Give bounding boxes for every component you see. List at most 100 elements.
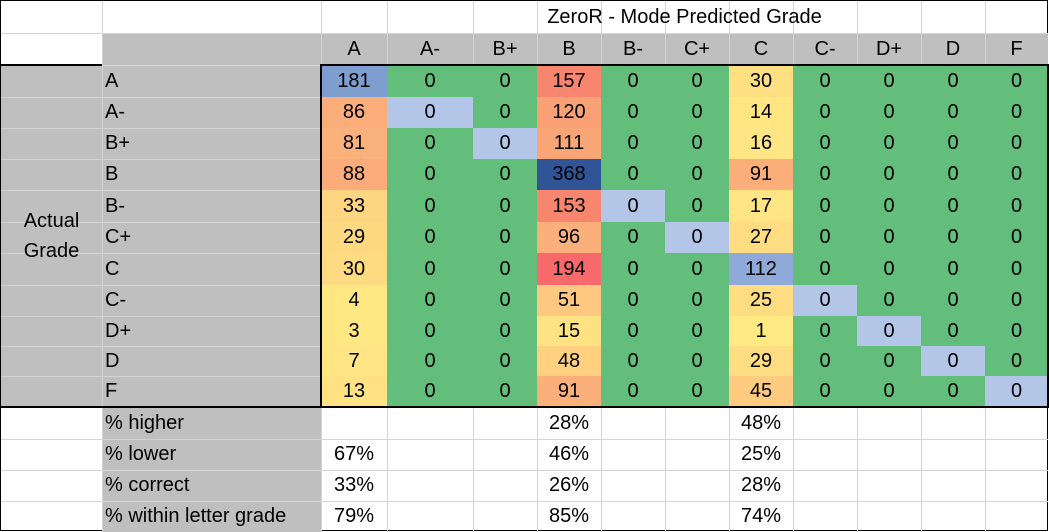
summary-label: % lower (105, 443, 177, 465)
summary-value: 67% (333, 443, 375, 465)
matrix-cell: 0 (857, 65, 921, 97)
summary-value (601, 501, 665, 532)
matrix-cell: 1 (729, 316, 793, 346)
matrix-cell: 112 (729, 253, 793, 285)
matrix-cell: 0 (665, 65, 729, 97)
matrix-cell: 0 (387, 376, 473, 407)
summary-value (665, 407, 729, 439)
summary-value (473, 501, 537, 532)
matrix-cell: 27 (729, 222, 793, 253)
matrix-cell: 0 (473, 159, 537, 190)
separator-line (1, 406, 1048, 408)
matrix-cell: 0 (473, 346, 537, 376)
matrix-cell: 33 (321, 190, 387, 222)
matrix-cell: 0 (857, 346, 921, 376)
matrix-cell: 157 (537, 65, 601, 97)
summary-value (985, 501, 1048, 532)
summary-value: 33% (333, 474, 375, 496)
summary-value (921, 439, 985, 470)
column-header: A (347, 37, 361, 60)
summary-value (921, 470, 985, 501)
matrix-cell: 29 (321, 222, 387, 253)
matrix-cell: 0 (985, 65, 1048, 97)
row-header: C (105, 257, 120, 280)
matrix-cell: 0 (985, 128, 1048, 159)
summary-value (857, 439, 921, 470)
column-header: C+ (683, 37, 711, 60)
summary-value: 28% (548, 411, 590, 434)
matrix-cell: 13 (321, 376, 387, 407)
summary-value (857, 407, 921, 439)
matrix-cell: 0 (473, 253, 537, 285)
matrix-cell: 25 (729, 285, 793, 316)
matrix-cell: 0 (387, 159, 473, 190)
matrix-cell: 0 (665, 253, 729, 285)
summary-value (985, 470, 1048, 501)
matrix-cell: 48 (537, 346, 601, 376)
row-header: F (105, 380, 118, 402)
summary-value: 25% (740, 443, 782, 465)
matrix-cell: 30 (729, 65, 793, 97)
summary-label: % higher (105, 411, 184, 434)
summary-value (921, 501, 985, 532)
row-axis-label-line: Actual (23, 210, 80, 232)
matrix-cell: 0 (793, 285, 857, 316)
summary-value: 79% (333, 505, 375, 527)
matrix-cell: 0 (473, 285, 537, 316)
matrix-cell: 0 (473, 190, 537, 222)
matrix-cell: 0 (985, 346, 1048, 376)
row-header: C+ (105, 226, 132, 248)
matrix-cell: 3 (321, 316, 387, 346)
matrix-cell: 0 (921, 376, 985, 407)
matrix-cell: 0 (665, 190, 729, 222)
matrix-cell: 0 (985, 253, 1048, 285)
matrix-cell: 0 (857, 376, 921, 407)
matrix-cell: 0 (921, 97, 985, 128)
matrix-cell: 0 (665, 97, 729, 128)
column-header: B- (623, 37, 643, 60)
matrix-cell: 96 (537, 222, 601, 253)
row-axis-label-line: Grade (23, 240, 80, 262)
summary-value (473, 407, 537, 439)
matrix-cell: 0 (387, 316, 473, 346)
matrix-cell: 0 (857, 316, 921, 346)
summary-value (601, 470, 665, 501)
matrix-cell: 0 (985, 190, 1048, 222)
matrix-cell: 0 (921, 159, 985, 190)
column-header: C- (814, 37, 836, 60)
summary-value (321, 407, 387, 439)
matrix-cell: 0 (793, 376, 857, 407)
matrix-cell: 0 (793, 65, 857, 97)
summary-value (473, 439, 537, 470)
summary-value (665, 501, 729, 532)
matrix-cell: 0 (665, 285, 729, 316)
header-band (102, 33, 1048, 65)
matrix-cell: 0 (793, 97, 857, 128)
matrix-cell: 0 (601, 376, 665, 407)
column-header: D (945, 37, 961, 60)
column-header: F (1010, 37, 1023, 60)
row-header: B+ (105, 132, 131, 154)
summary-value (387, 439, 473, 470)
matrix-cell: 111 (537, 128, 601, 159)
matrix-cell: 0 (601, 222, 665, 253)
matrix-cell: 0 (857, 253, 921, 285)
summary-value: 26% (548, 474, 590, 496)
matrix-cell: 0 (857, 285, 921, 316)
summary-value: 48% (740, 411, 782, 434)
matrix-cell: 0 (857, 128, 921, 159)
matrix-cell: 0 (665, 346, 729, 376)
matrix-cell: 0 (601, 346, 665, 376)
matrix-cell: 0 (601, 128, 665, 159)
row-header: A (105, 69, 119, 92)
matrix-cell: 181 (321, 65, 387, 97)
matrix-cell: 15 (537, 316, 601, 346)
summary-value (921, 407, 985, 439)
axis-label-column (1, 65, 102, 407)
summary-value (473, 470, 537, 501)
grid-line (102, 1, 103, 532)
matrix-cell: 0 (921, 346, 985, 376)
matrix-cell: 0 (387, 253, 473, 285)
matrix-cell: 16 (729, 128, 793, 159)
matrix-cell: 91 (537, 376, 601, 407)
